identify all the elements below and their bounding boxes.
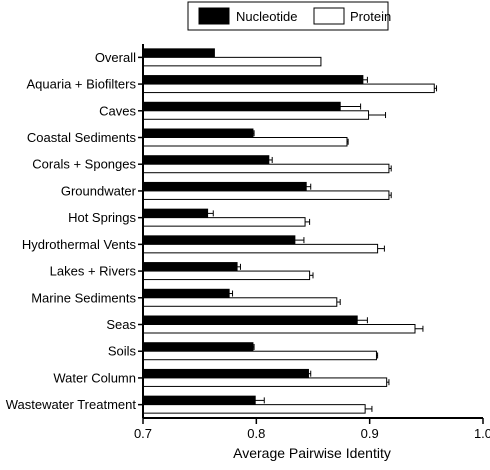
x-tick-label-0-7: 0.7 (134, 426, 152, 441)
x-tick-label-0-9: 0.9 (361, 426, 379, 441)
bar-nucleotide-hot-springs (142, 208, 209, 219)
bar-protein-lakes-rivers (142, 270, 311, 281)
bar-protein-groundwater (142, 190, 390, 200)
legend-swatch-protein (313, 7, 345, 25)
bar-protein-overall (142, 56, 322, 67)
category-label-lakes-rivers: Lakes + Rivers (50, 264, 137, 279)
x-axis-label: Average Pairwise Identity (233, 445, 391, 461)
category-label-marine-sediments: Marine Sediments (31, 290, 136, 305)
category-label-seas: Seas (106, 317, 136, 332)
bar-nucleotide-water-column (142, 368, 309, 379)
bar-protein-marine-sediments (142, 297, 338, 307)
category-label-corals-sponges: Corals + Sponges (32, 157, 136, 172)
bar-protein-corals-sponges (142, 163, 390, 174)
bar-nucleotide-caves (142, 101, 341, 112)
category-label-soils: Soils (108, 344, 137, 359)
category-label-groundwater: Groundwater (61, 183, 137, 198)
legend: Nucleotide Protein (187, 1, 391, 31)
category-label-hot-springs: Hot Springs (68, 210, 136, 225)
legend-label-protein: Protein (350, 9, 391, 24)
bar-protein-hot-springs (142, 217, 306, 227)
category-label-wastewater-treatment: Wastewater Treatment (6, 397, 137, 412)
category-label-caves: Caves (99, 103, 136, 118)
bar-protein-coastal-sediments (142, 137, 348, 147)
bar-protein-hydrothermal-vents (142, 243, 379, 254)
bar-nucleotide-wastewater-treatment (142, 395, 256, 406)
legend-swatch-nucleotide (198, 7, 230, 25)
category-label-overall: Overall (95, 50, 136, 65)
category-label-water-column: Water Column (53, 370, 136, 385)
category-label-coastal-sediments: Coastal Sediments (27, 130, 137, 145)
category-label-hydrothermal-vents: Hydrothermal Vents (22, 237, 137, 252)
bar-protein-seas (142, 324, 416, 334)
bar-protein-aquaria-biofilters (142, 83, 435, 94)
bar-nucleotide-aquaria-biofilters (142, 75, 364, 85)
x-tick-label-1-0: 1.0 (474, 426, 490, 441)
bar-nucleotide-hydrothermal-vents (142, 235, 296, 245)
bar-nucleotide-corals-sponges (142, 155, 270, 165)
bar-nucleotide-soils (142, 342, 254, 352)
bar-protein-soils (142, 350, 377, 361)
bar-nucleotide-lakes-rivers (142, 262, 238, 272)
bar-protein-water-column (142, 377, 388, 387)
bar-nucleotide-groundwater (142, 181, 307, 192)
bar-protein-wastewater-treatment (142, 404, 366, 414)
bar-nucleotide-marine-sediments (142, 288, 230, 299)
bar-nucleotide-seas (142, 315, 358, 325)
category-label-aquaria-biofilters: Aquaria + Biofilters (27, 77, 137, 92)
bar-protein-caves (142, 110, 370, 120)
bar-nucleotide-coastal-sediments (142, 128, 254, 138)
legend-label-nucleotide: Nucleotide (236, 9, 297, 24)
x-tick-label-0-8: 0.8 (247, 426, 265, 441)
bar-nucleotide-overall (142, 48, 215, 58)
